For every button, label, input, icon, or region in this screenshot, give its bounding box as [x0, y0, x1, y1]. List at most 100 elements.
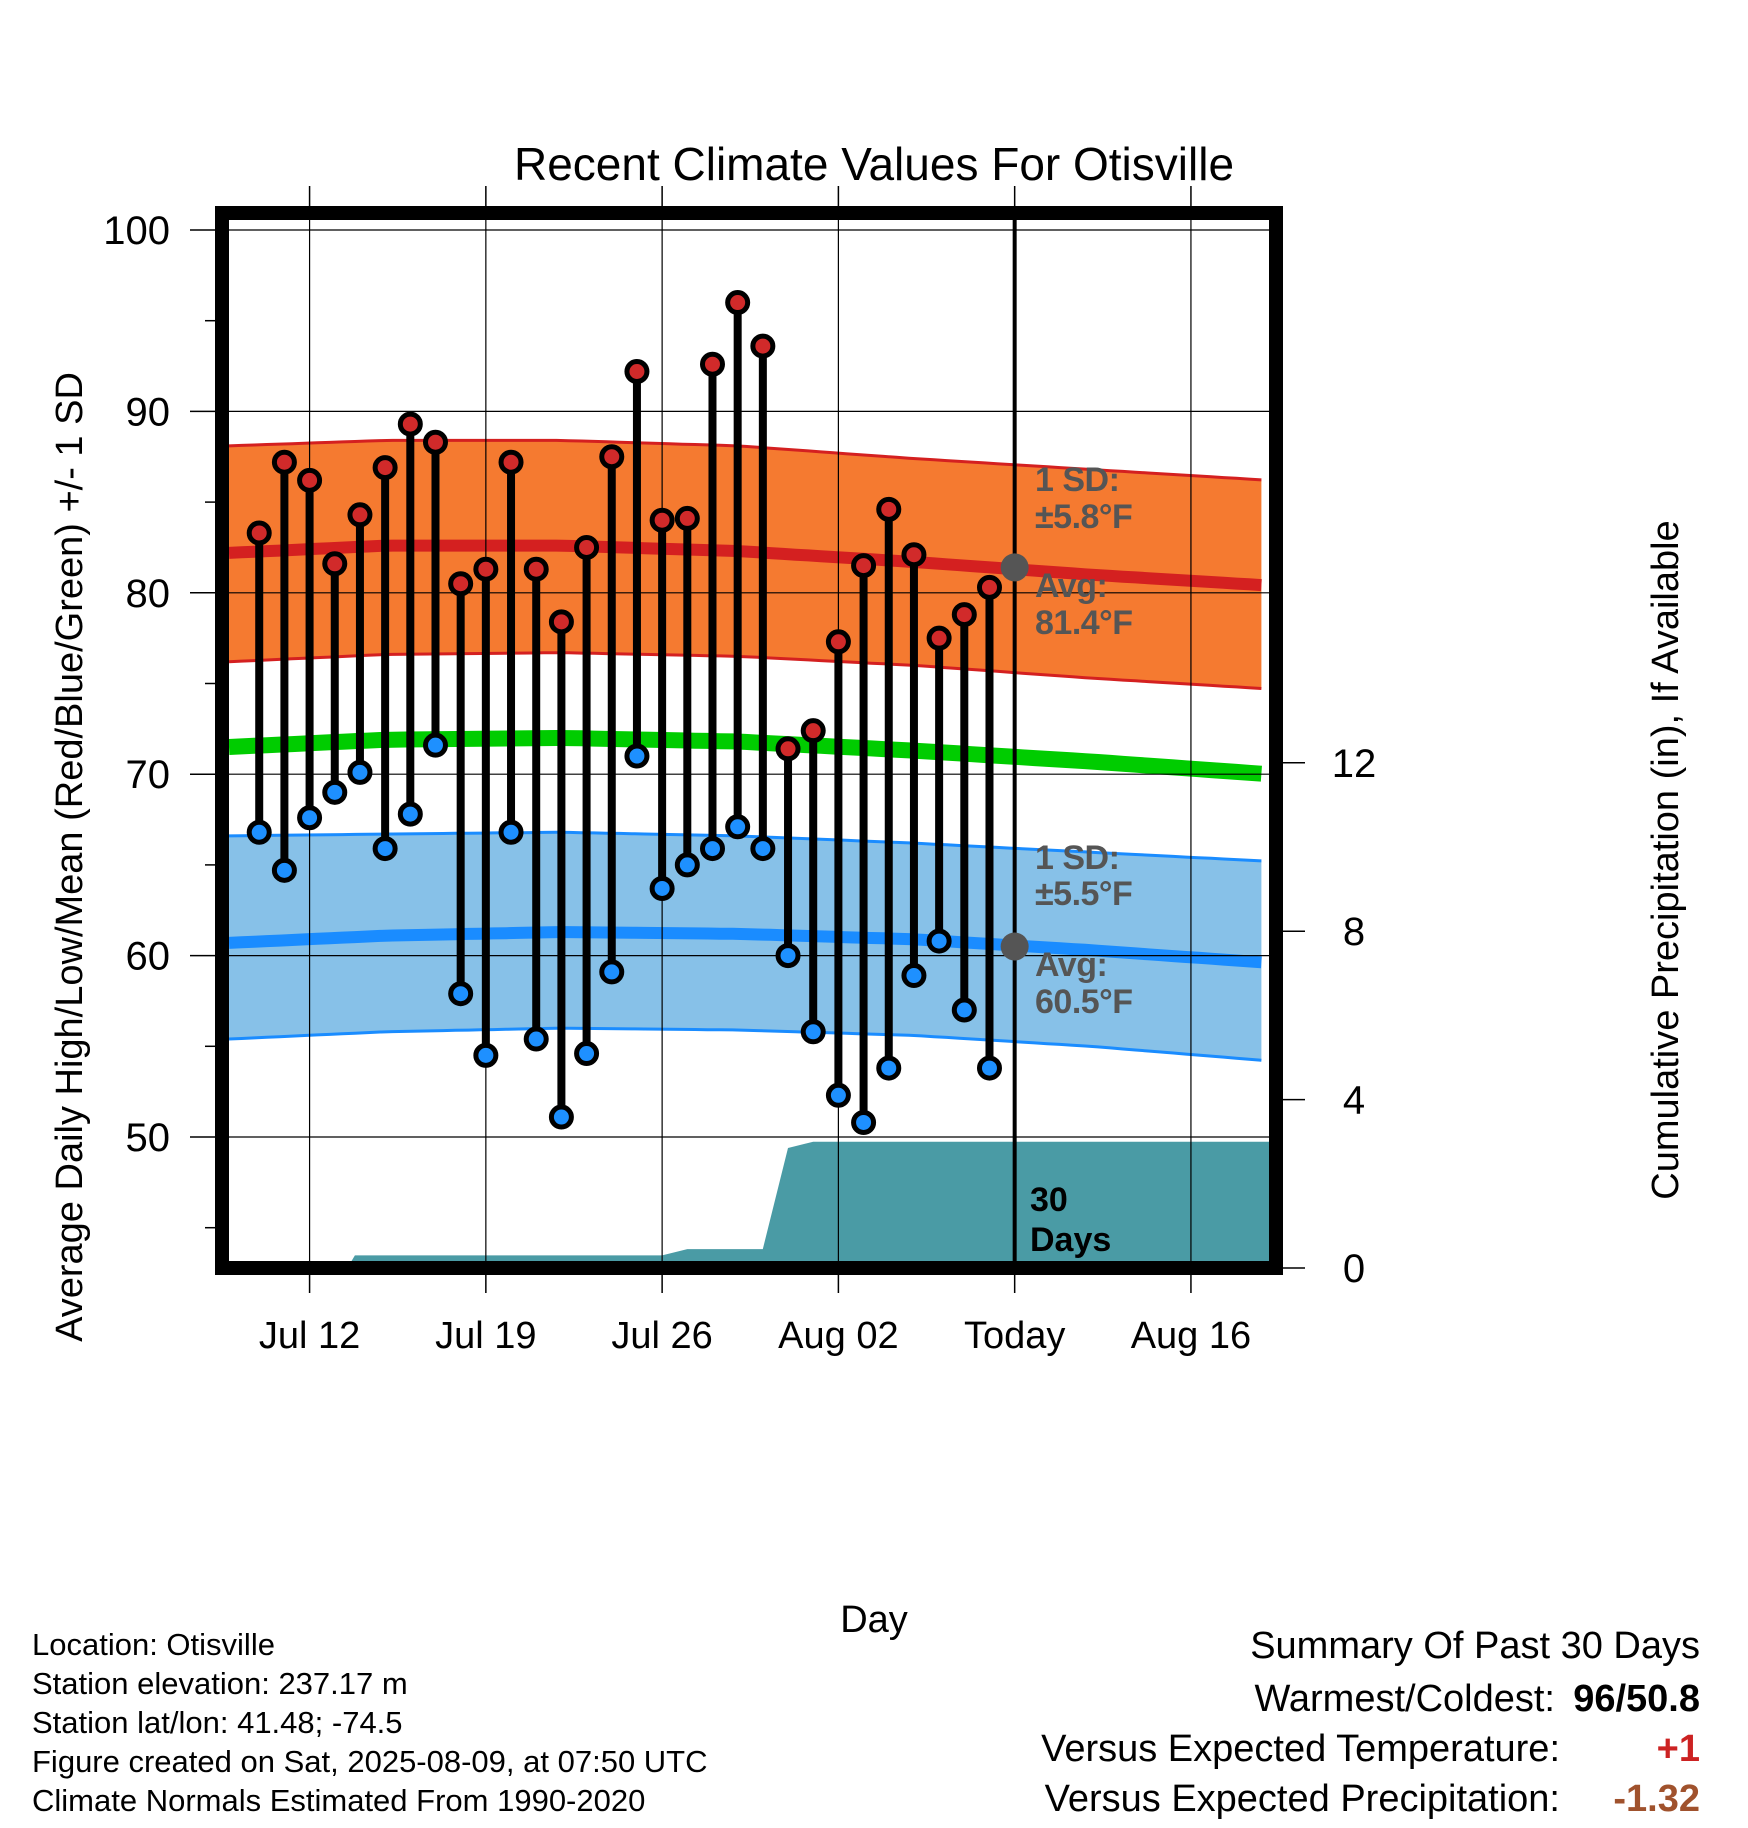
daily-low-point: [851, 1109, 877, 1135]
warm-cold-value: 96/50.8: [1555, 1674, 1700, 1724]
high-avg-value: 81.4°F: [1035, 604, 1133, 642]
daily-low-point: [498, 819, 524, 845]
daily-low-point: [548, 1104, 574, 1130]
temp-value: +1: [1656, 1728, 1700, 1770]
period-days-number: 30: [1030, 1181, 1068, 1219]
daily-low-point: [624, 743, 650, 769]
elevation-text: Station elevation: 237.17 m: [32, 1666, 408, 1701]
coldest-value: 50.8: [1626, 1678, 1700, 1720]
daily-high-point: [926, 625, 952, 651]
location-text: Location: Otisville: [32, 1627, 275, 1662]
y-tick-label: 60: [126, 935, 171, 979]
y-right-tick-label: 12: [1332, 742, 1377, 786]
high-sd-band-upper-edge: [228, 438, 1262, 482]
y-tick-label: 80: [126, 572, 171, 616]
daily-low-point: [951, 997, 977, 1023]
y-tick-label: 70: [126, 753, 171, 797]
temp-row: Versus Expected Temperature: +1: [1041, 1724, 1700, 1774]
temp-label: Versus Expected Temperature:: [1041, 1728, 1560, 1770]
daily-high-point: [473, 556, 499, 582]
normal-high-line: [228, 539, 1262, 592]
daily-low-point: [649, 875, 675, 901]
x-tick-label: Jul 26: [611, 1315, 712, 1357]
created-text: Figure created on Sat, 2025-08-09, at 07…: [32, 1744, 708, 1779]
high-sd-value: ±5.8°F: [1035, 498, 1132, 536]
high-avg-label: Avg:: [1035, 567, 1107, 605]
daily-high-point: [725, 290, 751, 316]
x-axis-label: Day: [840, 1599, 908, 1641]
daily-high-point: [448, 571, 474, 597]
daily-high-point: [624, 358, 650, 384]
daily-low-point: [926, 928, 952, 954]
warm-cold-label: Warmest/Coldest:: [1254, 1678, 1555, 1720]
daily-high-point: [523, 556, 549, 582]
daily-high-point: [901, 542, 927, 568]
daily-high-point: [322, 551, 348, 577]
low-sd-band-lower-edge: [228, 1026, 1262, 1062]
daily-low-point: [825, 1082, 851, 1108]
normal-mean-line: [228, 729, 1262, 782]
low-avg-marker: [1000, 932, 1029, 961]
daily-low-point: [473, 1042, 499, 1068]
daily-low-point: [574, 1041, 600, 1067]
precip-value: -1.32: [1613, 1778, 1700, 1820]
x-tick-label: Today: [964, 1315, 1065, 1357]
daily-low-point: [876, 1055, 902, 1081]
precip-row: Versus Expected Precipitation: -1.32: [1041, 1774, 1700, 1824]
y-axis-right-label: Cumulative Precipitation (in), If Availa…: [1645, 520, 1687, 1199]
daily-high-point: [674, 505, 700, 531]
daily-low-point: [397, 801, 423, 827]
low-sd-label: 1 SD:: [1035, 839, 1119, 877]
y-tick-label: 50: [126, 1116, 171, 1160]
daily-low-point: [523, 1026, 549, 1052]
x-tick-label: Jul 12: [259, 1315, 360, 1357]
daily-low-point: [322, 779, 348, 805]
daily-low-point: [599, 959, 625, 985]
daily-high-point: [422, 429, 448, 455]
daily-low-point: [372, 836, 398, 862]
low-avg-label: Avg:: [1035, 946, 1107, 984]
daily-low-point: [674, 852, 700, 878]
daily-low-point: [271, 857, 297, 883]
low-sd-value: ±5.5°F: [1035, 875, 1132, 913]
daily-high-point: [649, 507, 675, 533]
daily-high-point: [800, 718, 826, 744]
high-sd-label: 1 SD:: [1035, 461, 1119, 499]
latlon-text: Station lat/lon: 41.48; -74.5: [32, 1705, 403, 1740]
daily-high-point: [271, 449, 297, 475]
chart-title: Recent Climate Values For Otisville: [514, 138, 1234, 190]
high-sd-band-lower-edge: [228, 651, 1262, 690]
daily-high-point: [750, 333, 776, 359]
daily-low-point: [901, 963, 927, 989]
warm-cold-separator: /: [1615, 1678, 1627, 1720]
warm-cold-row: Warmest/Coldest: 96/50.8: [1041, 1674, 1700, 1724]
daily-high-point: [347, 502, 373, 528]
normals-text: Climate Normals Estimated From 1990-2020: [32, 1783, 646, 1818]
daily-high-point: [574, 534, 600, 560]
daily-high-point: [951, 602, 977, 628]
low-avg-value: 60.5°F: [1035, 983, 1133, 1021]
precip-label: Versus Expected Precipitation:: [1044, 1778, 1560, 1820]
daily-low-point: [775, 943, 801, 969]
normal-low-line: [228, 926, 1262, 969]
y-tick-label: 90: [126, 390, 171, 434]
x-tick-label: Aug 16: [1131, 1315, 1251, 1357]
daily-low-point: [246, 819, 272, 845]
y-axis-label: Average Daily High/Low/Mean (Red/Blue/Gr…: [49, 372, 91, 1342]
station-info: Location: Otisville Station elevation: 2…: [32, 1625, 708, 1820]
daily-high-point: [246, 520, 272, 546]
y-tick-label: 100: [103, 209, 170, 253]
x-tick-label: Jul 19: [435, 1315, 536, 1357]
daily-low-point: [297, 805, 323, 831]
warmest-value: 96: [1573, 1678, 1616, 1720]
daily-low-point: [800, 1019, 826, 1045]
daily-high-point: [825, 629, 851, 655]
daily-low-point: [976, 1055, 1002, 1081]
daily-high-point: [976, 574, 1002, 600]
daily-low-point: [422, 732, 448, 758]
y-right-tick-label: 0: [1343, 1247, 1365, 1291]
daily-low-point: [699, 836, 725, 862]
daily-high-point: [699, 351, 725, 377]
